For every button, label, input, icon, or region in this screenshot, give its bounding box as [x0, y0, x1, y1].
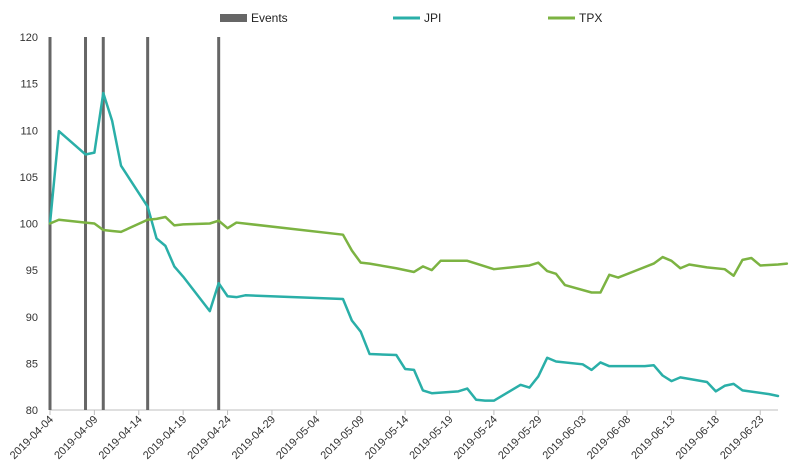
y-tick-label: 100 [20, 219, 38, 231]
y-tick-label: 105 [20, 172, 38, 184]
x-tick-label: 2019-06-13 [629, 414, 677, 462]
y-tick-label: 95 [26, 265, 38, 277]
legend: Events JPI TPX [220, 11, 602, 25]
x-tick-label: 2019-04-14 [97, 414, 145, 462]
legend-item-events: Events [220, 11, 288, 25]
y-tick-label: 90 [26, 312, 38, 324]
y-tick-label: 80 [26, 405, 38, 417]
x-tick-label: 2019-04-19 [141, 414, 189, 462]
x-tick-label: 2019-06-08 [585, 414, 633, 462]
x-tick-label: 2019-04-29 [230, 414, 278, 462]
x-tick-label: 2019-06-23 [718, 414, 766, 462]
y-tick-label: 115 [20, 79, 38, 91]
x-tick-label: 2019-05-24 [452, 414, 500, 462]
x-tick-label: 2019-04-24 [185, 414, 233, 462]
legend-label: Events [251, 11, 288, 25]
x-tick-label: 2019-04-04 [8, 414, 56, 462]
legend-label: TPX [579, 11, 602, 25]
y-tick-label: 120 [20, 32, 38, 44]
legend-item-jpi: JPI [393, 11, 441, 25]
x-tick-label: 2019-05-29 [496, 414, 544, 462]
x-tick-label: 2019-05-19 [407, 414, 455, 462]
legend-item-tpx: TPX [548, 11, 602, 25]
y-axis: 80 85 90 95 100 105 110 115 120 [20, 32, 51, 417]
y-tick-label: 85 [26, 358, 38, 370]
legend-label: JPI [424, 11, 441, 25]
series-lines [48, 91, 789, 402]
series-line-tpx [48, 215, 789, 294]
x-tick-label: 2019-05-04 [274, 414, 322, 462]
x-tick-label: 2019-06-18 [674, 414, 722, 462]
series-line-jpi [48, 91, 780, 402]
y-tick-label: 110 [20, 125, 38, 137]
x-tick-label: 2019-05-14 [363, 414, 411, 462]
x-tick-label: 2019-05-09 [319, 414, 367, 462]
x-axis: 2019-04-042019-04-092019-04-142019-04-19… [8, 409, 778, 462]
x-tick-label: 2019-04-09 [52, 414, 100, 462]
x-tick-label: 2019-06-03 [541, 414, 589, 462]
